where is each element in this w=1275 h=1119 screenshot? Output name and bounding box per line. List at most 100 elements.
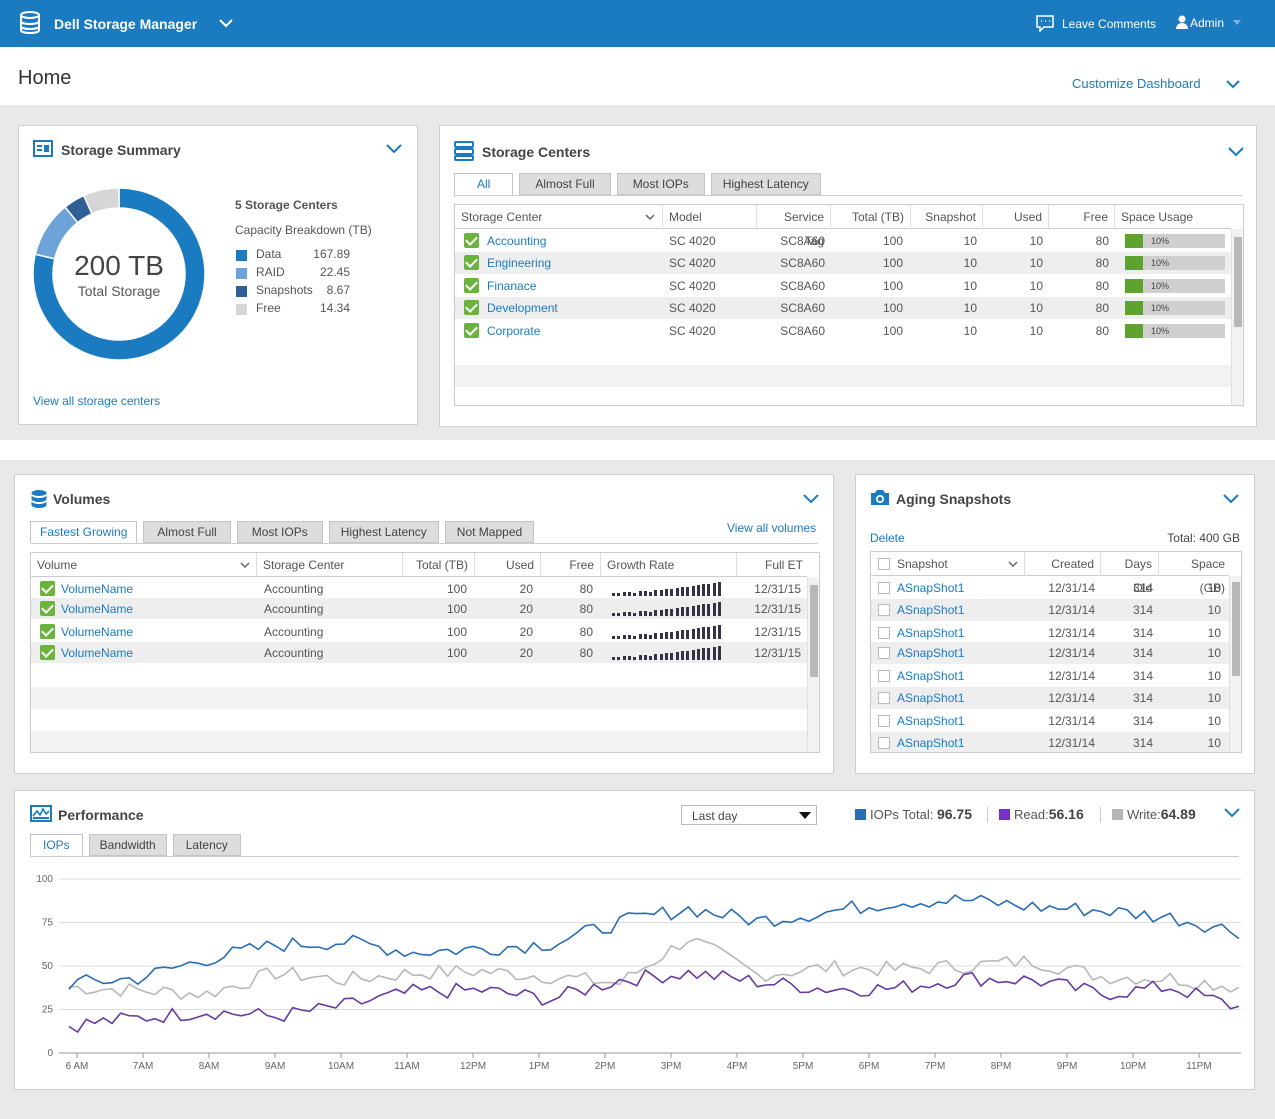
scrollbar-thumb[interactable] (1232, 582, 1240, 676)
table-row[interactable]: VolumeName Accounting 100 20 80 12/31/15 (31, 598, 807, 619)
snapshot-link[interactable]: ASnapShot1 (897, 581, 965, 595)
table-row[interactable]: ASnapShot1 12/31/14 314 10 (871, 665, 1229, 687)
tab-almost-full[interactable]: Almost Full (519, 173, 611, 195)
leave-comments-link[interactable]: Leave Comments (1062, 17, 1157, 31)
table-row[interactable]: ASnapShot1 12/31/14 314 10 (871, 599, 1229, 621)
checkbox-checked[interactable] (464, 300, 479, 315)
column-header[interactable]: Total (TB) (403, 553, 475, 577)
checkbox-checked[interactable] (464, 233, 479, 248)
scrollbar[interactable] (1231, 229, 1243, 405)
row-checkbox[interactable] (878, 715, 890, 727)
user-menu[interactable]: Admin (1190, 16, 1225, 30)
table-row[interactable]: ASnapShot1 12/31/14 314 10 (871, 710, 1229, 732)
table-row[interactable]: ASnapShot1 12/31/14 314 10 (871, 642, 1229, 664)
storage-center-link[interactable]: Engineering (487, 256, 552, 270)
column-header[interactable]: Volume (31, 553, 257, 577)
view-all-storage-centers-link[interactable]: View all storage centers (33, 394, 161, 408)
checkbox-checked[interactable] (464, 278, 479, 293)
checkbox-checked[interactable] (464, 255, 479, 270)
chevron-down-icon[interactable] (1223, 494, 1239, 504)
caret-down-icon[interactable] (1233, 20, 1241, 25)
storage-center-link[interactable]: Corporate (487, 324, 541, 338)
column-header[interactable]: Total (TB) (831, 205, 911, 229)
column-header[interactable]: Growth Rate (601, 553, 737, 577)
table-row[interactable]: Development SC 4020 SC8A60 100 10 10 80 10% (455, 297, 1231, 319)
comment-icon[interactable] (1036, 15, 1054, 32)
checkbox-checked[interactable] (40, 645, 55, 660)
select-all-checkbox[interactable] (878, 558, 890, 570)
row-checkbox[interactable] (878, 692, 890, 704)
scrollbar-thumb[interactable] (1234, 237, 1242, 327)
chevron-down-icon[interactable] (645, 214, 655, 221)
column-header[interactable]: Created (1025, 552, 1101, 576)
view-all-volumes-link[interactable]: View all volumes (727, 521, 817, 535)
column-header[interactable]: Service Tag (757, 205, 831, 248)
scrollbar-thumb[interactable] (810, 585, 818, 677)
snapshot-link[interactable]: ASnapShot1 (897, 714, 965, 728)
snapshot-link[interactable]: ASnapShot1 (897, 669, 965, 683)
snapshot-link[interactable]: ASnapShot1 (897, 691, 965, 705)
chevron-down-icon[interactable] (386, 144, 402, 154)
table-row[interactable]: VolumeName Accounting 100 20 80 12/31/15 (31, 578, 807, 599)
scrollbar[interactable] (807, 577, 819, 752)
column-header[interactable]: Days Old (1101, 552, 1159, 595)
volume-link[interactable]: VolumeName (61, 582, 134, 596)
snapshot-link[interactable]: ASnapShot1 (897, 626, 965, 640)
column-header[interactable]: Storage Center (455, 205, 663, 229)
column-header[interactable]: Space Usage (1121, 210, 1194, 224)
snapshot-link[interactable]: ASnapShot1 (897, 646, 965, 660)
table-row[interactable]: Accounting SC 4020 SC8A60 100 10 10 80 10% (455, 230, 1231, 252)
chevron-down-icon[interactable] (1228, 147, 1244, 157)
storage-center-link[interactable]: Accounting (487, 234, 547, 248)
delete-button[interactable]: Delete (870, 531, 905, 545)
customize-dashboard-link[interactable]: Customize Dashboard (1072, 76, 1201, 91)
chevron-down-icon[interactable] (1008, 561, 1018, 568)
chevron-down-icon[interactable] (219, 18, 233, 28)
tab-highest-latency[interactable]: Highest Latency (710, 173, 821, 195)
tab-highest-latency[interactable]: Highest Latency (328, 521, 439, 543)
chevron-down-icon[interactable] (1224, 808, 1240, 818)
snapshot-link[interactable]: ASnapShot1 (897, 736, 965, 750)
volume-link[interactable]: VolumeName (61, 602, 134, 616)
table-row[interactable]: ASnapShot1 12/31/14 314 10 (871, 687, 1229, 709)
table-row[interactable]: Finanace SC 4020 SC8A60 100 10 10 80 10% (455, 275, 1231, 297)
table-row[interactable]: ASnapShot1 12/31/14 314 10 (871, 577, 1229, 599)
chevron-down-icon[interactable] (803, 494, 819, 504)
column-header[interactable]: Full ET (764, 558, 803, 572)
tab-iops[interactable]: IOPs (30, 834, 83, 856)
chevron-down-icon[interactable] (1226, 79, 1240, 89)
table-row[interactable]: VolumeName Accounting 100 20 80 12/31/15 (31, 621, 807, 642)
table-row[interactable]: ASnapShot1 12/31/14 314 10 (871, 732, 1229, 752)
column-header[interactable]: Storage Center (257, 553, 403, 577)
row-checkbox[interactable] (878, 627, 890, 639)
column-header[interactable]: Space (GB) (1190, 557, 1225, 595)
checkbox-checked[interactable] (40, 581, 55, 596)
volume-link[interactable]: VolumeName (61, 625, 134, 639)
row-checkbox[interactable] (878, 647, 890, 659)
tab-bandwidth[interactable]: Bandwidth (88, 834, 167, 856)
tab-fastest-growing[interactable]: Fastest Growing (30, 521, 138, 543)
column-header[interactable]: Free (541, 553, 601, 577)
row-checkbox[interactable] (878, 737, 890, 749)
storage-center-link[interactable]: Development (487, 301, 558, 315)
column-header[interactable]: Used (475, 553, 541, 577)
row-checkbox[interactable] (878, 582, 890, 594)
tab-most-iops[interactable]: Most IOPs (236, 521, 323, 543)
storage-center-link[interactable]: Finanace (487, 279, 537, 293)
table-row[interactable]: Engineering SC 4020 SC8A60 100 10 10 80 10% (455, 252, 1231, 274)
column-header[interactable]: Free (1049, 205, 1115, 229)
volume-link[interactable]: VolumeName (61, 646, 134, 660)
table-row[interactable]: Corporate SC 4020 SC8A60 100 10 10 80 10% (455, 320, 1231, 342)
tab-latency[interactable]: Latency (172, 834, 241, 856)
table-row[interactable]: ASnapShot1 12/31/14 314 10 (871, 622, 1229, 644)
tab-most-iops[interactable]: Most IOPs (616, 173, 705, 195)
tab-all[interactable]: All (454, 173, 514, 195)
snapshot-link[interactable]: ASnapShot1 (897, 603, 965, 617)
column-header[interactable]: Snapshot (911, 205, 983, 229)
column-header[interactable]: Snapshot (891, 552, 1025, 576)
checkbox-checked[interactable] (40, 624, 55, 639)
tab-almost-full[interactable]: Almost Full (143, 521, 231, 543)
tab-not-mapped[interactable]: Not Mapped (444, 521, 535, 543)
table-row[interactable]: VolumeName Accounting 100 20 80 12/31/15 (31, 642, 807, 663)
scrollbar[interactable] (1229, 576, 1241, 752)
